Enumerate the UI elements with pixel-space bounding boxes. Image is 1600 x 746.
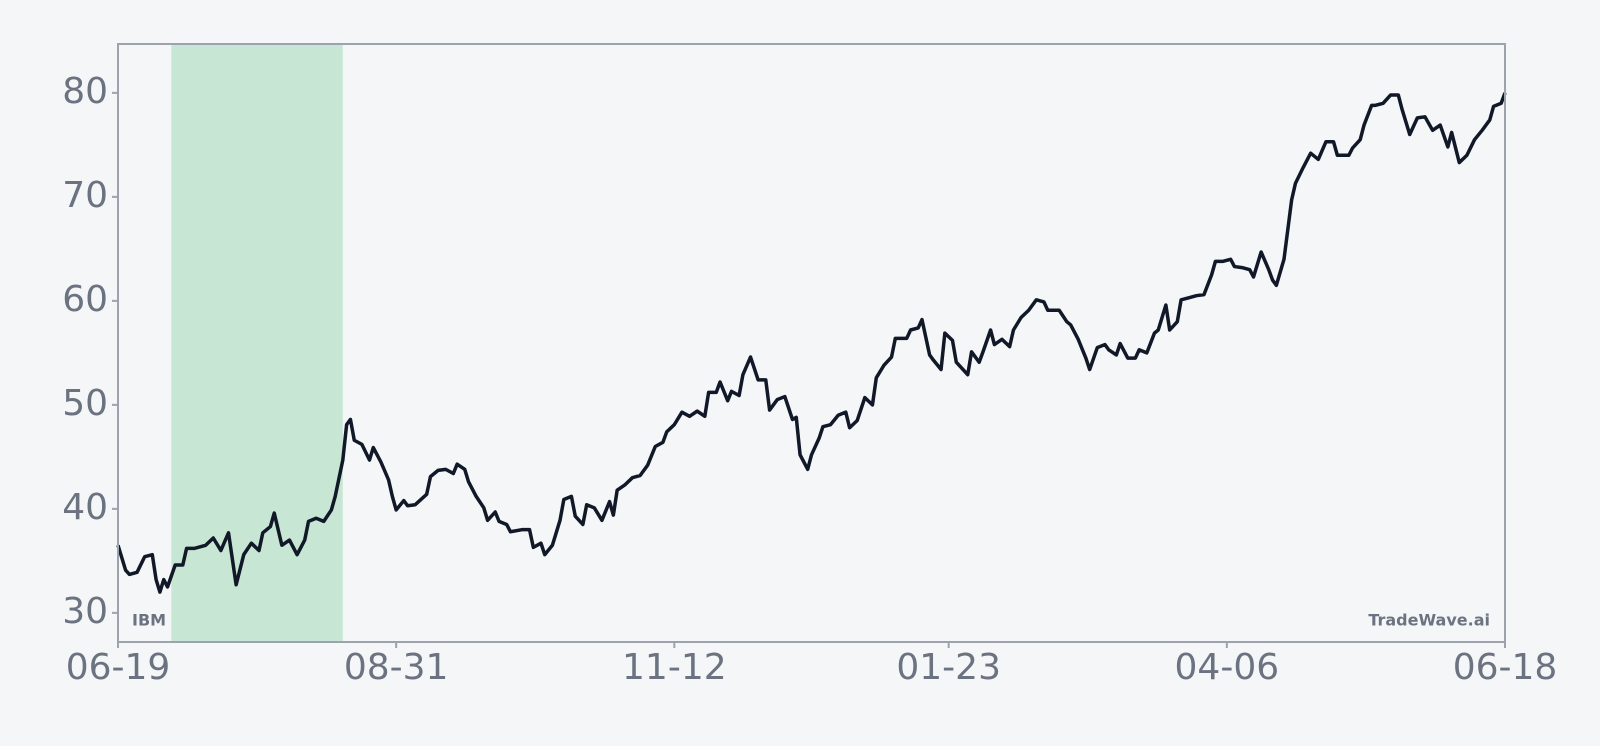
x-tick-label: 04-06 bbox=[1175, 647, 1280, 688]
y-tick-label: 40 bbox=[62, 487, 108, 528]
plot bbox=[116, 44, 1507, 642]
x-tick-label: 11-12 bbox=[622, 647, 727, 688]
frame bbox=[117, 43, 1506, 643]
y-tick-label: 50 bbox=[62, 383, 108, 424]
price-line bbox=[116, 92, 1507, 594]
x-tick-label: 08-31 bbox=[344, 647, 449, 688]
x-tick-label: 06-18 bbox=[1453, 647, 1558, 688]
y-tick-label: 70 bbox=[62, 175, 108, 216]
watermark: TradeWave.ai bbox=[1368, 611, 1490, 630]
highlight-band bbox=[171, 44, 343, 642]
series-label: IBM bbox=[132, 611, 166, 630]
y-tick-label: 30 bbox=[62, 591, 108, 632]
x-tick-label: 06-19 bbox=[66, 647, 171, 688]
x-tick-label: 01-23 bbox=[896, 647, 1001, 688]
y-tick-label: 60 bbox=[62, 279, 108, 320]
y-tick-label: 80 bbox=[62, 71, 108, 112]
